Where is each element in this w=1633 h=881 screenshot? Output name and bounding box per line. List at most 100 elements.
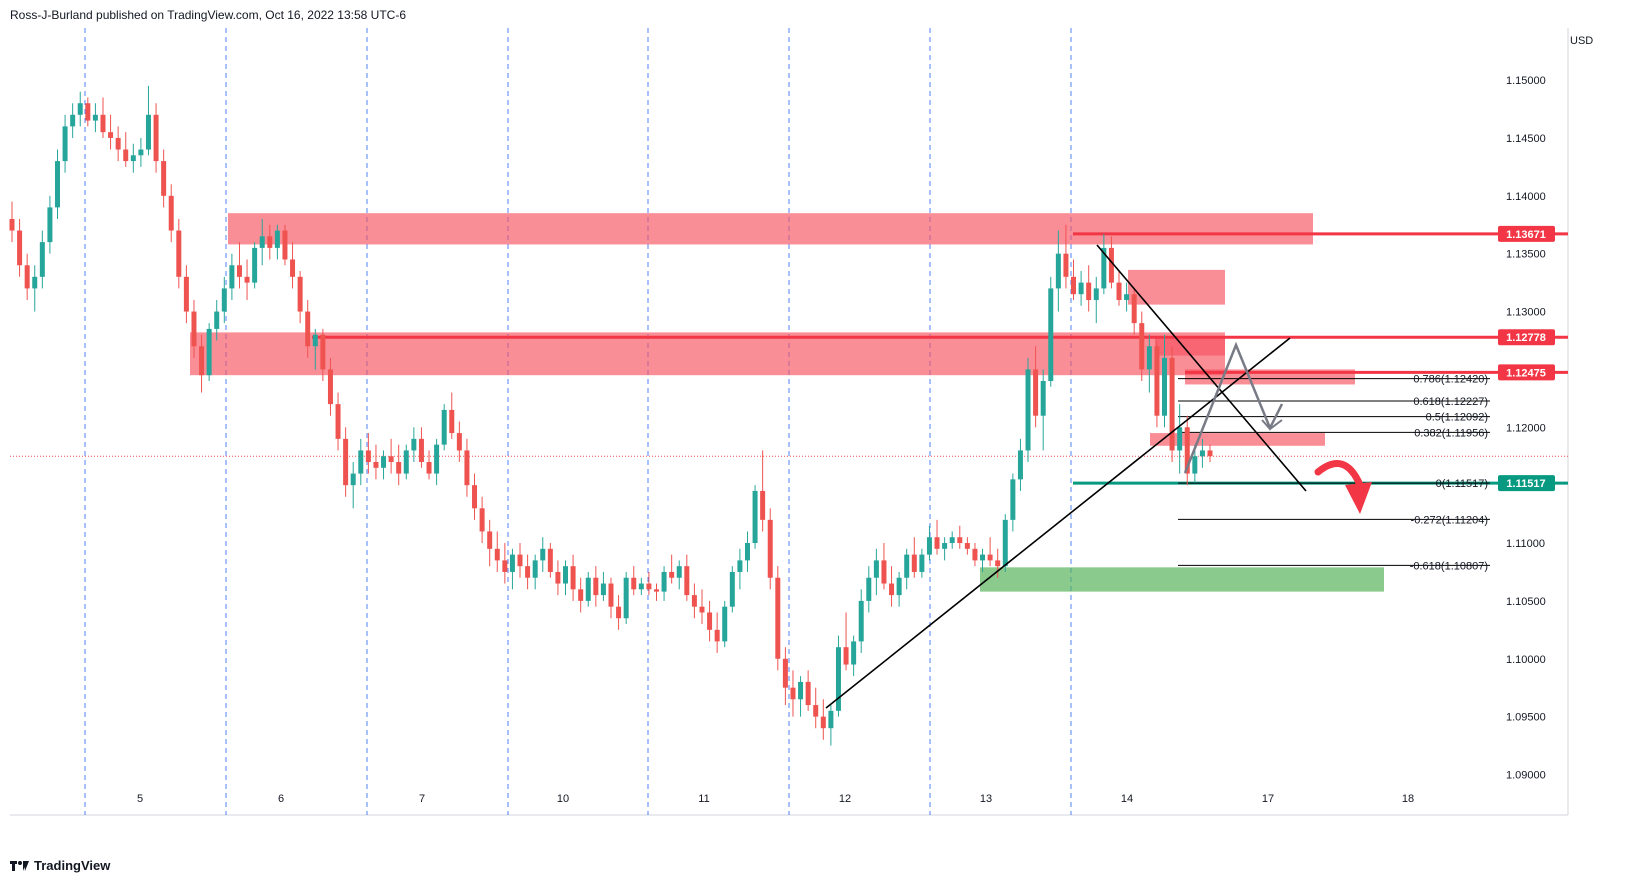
candle[interactable] (335, 392, 341, 451)
candle[interactable] (472, 473, 478, 520)
candle[interactable] (600, 571, 606, 601)
candle[interactable] (904, 548, 910, 590)
candle[interactable] (638, 577, 644, 596)
candle[interactable] (1199, 438, 1205, 468)
candle[interactable] (441, 404, 447, 451)
candle[interactable] (252, 242, 258, 289)
candle[interactable] (115, 126, 121, 162)
candle[interactable] (418, 427, 424, 468)
candle[interactable] (191, 299, 197, 358)
candle[interactable] (92, 103, 98, 133)
candle[interactable] (1162, 334, 1168, 428)
candle[interactable] (517, 543, 523, 578)
candle[interactable] (434, 438, 440, 486)
candle[interactable] (479, 496, 485, 544)
candle[interactable] (585, 571, 591, 607)
candle[interactable] (919, 548, 925, 578)
candle[interactable] (244, 259, 250, 300)
candle[interactable] (138, 137, 144, 167)
candle[interactable] (1063, 224, 1069, 289)
candle[interactable] (972, 543, 978, 567)
candle[interactable] (229, 253, 235, 300)
candle[interactable] (995, 548, 1001, 578)
candle[interactable] (350, 462, 356, 509)
candle[interactable] (456, 421, 462, 463)
candle[interactable] (153, 103, 159, 173)
candle[interactable] (145, 85, 151, 156)
candle[interactable] (813, 687, 819, 729)
candle[interactable] (183, 265, 189, 324)
candle[interactable] (1071, 259, 1077, 300)
candle[interactable] (563, 560, 569, 596)
candle[interactable] (1184, 415, 1190, 486)
candle[interactable] (525, 554, 531, 590)
candle[interactable] (1002, 514, 1008, 572)
candle[interactable] (47, 195, 53, 254)
candle[interactable] (274, 224, 280, 260)
candle[interactable] (214, 299, 220, 341)
candle[interactable] (1207, 444, 1213, 463)
candle[interactable] (1146, 334, 1152, 393)
candle[interactable] (290, 242, 296, 289)
candle[interactable] (494, 531, 500, 572)
candle[interactable] (1093, 276, 1099, 324)
candle[interactable] (653, 583, 659, 601)
candle[interactable] (1169, 346, 1175, 463)
candle[interactable] (608, 577, 614, 619)
candle[interactable] (1033, 346, 1039, 428)
candle[interactable] (866, 566, 872, 613)
candle[interactable] (578, 577, 584, 613)
candle[interactable] (881, 543, 887, 590)
candle[interactable] (676, 560, 682, 590)
candle[interactable] (259, 218, 265, 266)
candle[interactable] (24, 253, 30, 300)
candle[interactable] (327, 357, 333, 416)
candle[interactable] (631, 566, 637, 596)
candle[interactable] (236, 242, 242, 289)
candle[interactable] (373, 444, 379, 480)
candle[interactable] (729, 566, 735, 613)
candle[interactable] (282, 224, 288, 266)
candle[interactable] (942, 537, 948, 561)
candle[interactable] (1010, 473, 1016, 532)
candle[interactable] (381, 450, 387, 480)
candle[interactable] (176, 218, 182, 289)
candle[interactable] (54, 149, 60, 219)
candle[interactable] (9, 201, 15, 243)
candle[interactable] (722, 600, 728, 648)
candle[interactable] (593, 566, 599, 607)
candle[interactable] (540, 537, 546, 572)
candle[interactable] (532, 554, 538, 590)
candle[interactable] (123, 132, 129, 167)
candle[interactable] (449, 392, 455, 439)
candle[interactable] (464, 438, 470, 497)
candle[interactable] (62, 114, 68, 173)
candle[interactable] (744, 531, 750, 572)
candle[interactable] (911, 537, 917, 578)
candle[interactable] (17, 218, 23, 277)
chart-pane[interactable] (10, 28, 1568, 815)
candle[interactable] (873, 548, 879, 596)
candle[interactable] (108, 114, 114, 150)
candle[interactable] (820, 699, 826, 740)
candle[interactable] (691, 583, 697, 619)
candle[interactable] (767, 508, 773, 590)
candle[interactable] (707, 600, 713, 642)
candle[interactable] (305, 299, 311, 358)
candle[interactable] (889, 566, 895, 607)
candle[interactable] (964, 537, 970, 555)
candle[interactable] (1154, 340, 1160, 428)
candle[interactable] (358, 438, 364, 486)
candle[interactable] (858, 589, 864, 653)
candle[interactable] (737, 548, 743, 590)
candle[interactable] (851, 635, 857, 677)
candle[interactable] (221, 276, 227, 324)
candle[interactable] (1101, 234, 1107, 295)
candle[interactable] (957, 525, 963, 549)
candle[interactable] (1048, 276, 1054, 387)
candle[interactable] (1131, 288, 1137, 335)
candle[interactable] (130, 143, 136, 173)
candle[interactable] (699, 589, 705, 625)
candle[interactable] (661, 566, 667, 601)
